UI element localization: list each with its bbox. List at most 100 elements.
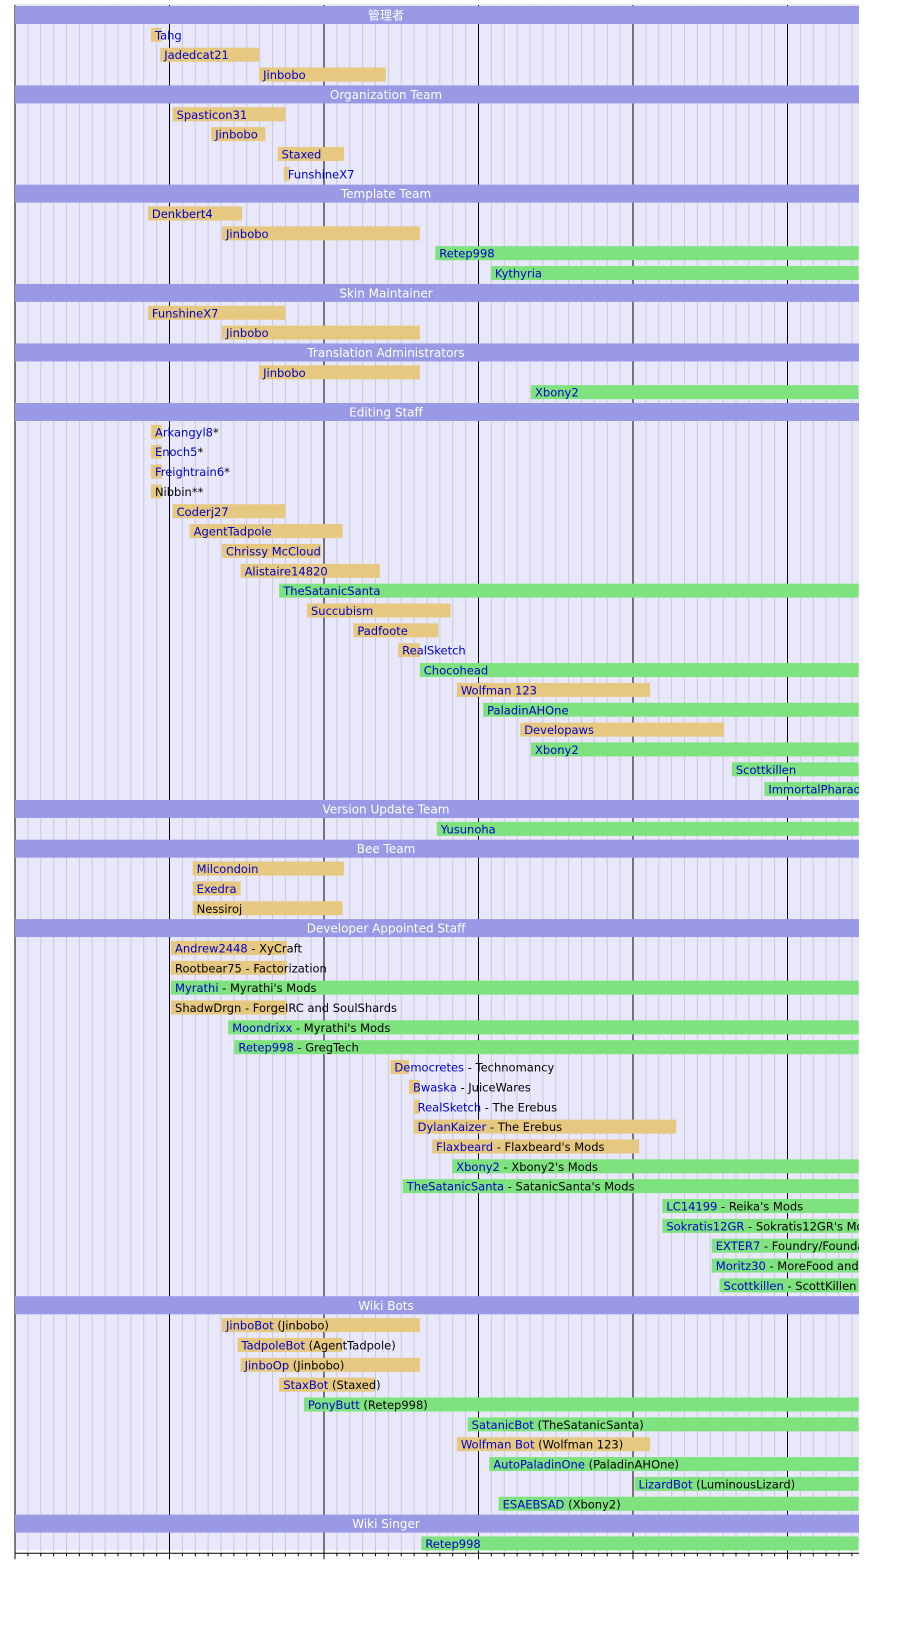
former-member-bar [353, 623, 439, 638]
member-link[interactable]: PaladinAHOne [487, 703, 568, 717]
member-link[interactable]: Succubism [311, 604, 373, 618]
section-header-bar [15, 184, 859, 203]
member-link[interactable]: Wolfman 123 [461, 683, 537, 697]
member-link[interactable]: Jinbobo [262, 68, 306, 82]
member-link[interactable]: AgentTadpole [194, 525, 272, 539]
former-member-bar [456, 682, 650, 697]
member-link[interactable]: Jinbobo [214, 128, 258, 142]
member-link[interactable]: Jadedcat21 [163, 48, 229, 62]
member-link[interactable]: TadpoleBot [240, 1338, 305, 1352]
member-link[interactable]: Retep998 [439, 247, 494, 261]
member-note: - Flaxbeard's Mods [493, 1140, 604, 1154]
member-link[interactable]: Jinbobo [225, 326, 269, 340]
member-link[interactable]: Retep998 [425, 1537, 480, 1551]
former-member-bar [189, 524, 343, 539]
member-link[interactable]: Democretes [394, 1061, 464, 1075]
member-link[interactable]: Arkangyl8 [155, 425, 213, 439]
gridlines [14, 5, 853, 1554]
member-label: Bwaska - JuiceWares [413, 1080, 531, 1094]
member-note: (Xbony2) [564, 1497, 620, 1511]
member-label: RealSketch [402, 644, 466, 658]
member-link[interactable]: Bwaska [413, 1080, 457, 1094]
member-link[interactable]: Tahg [154, 28, 182, 42]
member-label: ImmortalPharaoh [768, 783, 859, 797]
member-link[interactable]: Moondrixx [232, 1021, 292, 1035]
member-link[interactable]: RealSketch [418, 1100, 482, 1114]
member-note: (Staxed) [328, 1378, 380, 1392]
section-header-bar [15, 283, 859, 302]
member-link[interactable]: Enoch5 [155, 445, 198, 459]
member-link[interactable]: AutoPaladinOne [493, 1458, 585, 1472]
member-link[interactable]: Myrathi [175, 981, 219, 995]
member-link[interactable]: Andrew2448 [175, 941, 248, 955]
member-link[interactable]: Retep998 [238, 1041, 293, 1055]
section-header-label: Skin Maintainer [339, 286, 432, 300]
member-link[interactable]: PonyButt [308, 1398, 360, 1412]
member-label: EXTER7 - Foundry/Foundation [716, 1239, 859, 1253]
member-label: Exedra [197, 882, 237, 896]
member-link[interactable]: Milcondoin [197, 862, 259, 876]
current-member-bar [436, 821, 859, 836]
member-link[interactable]: JinboBot [225, 1319, 274, 1333]
member-link[interactable]: Xbony2 [535, 743, 579, 757]
member-link[interactable]: LizardBot [639, 1477, 693, 1491]
member-link[interactable]: FunshineX7 [288, 167, 355, 181]
member-link[interactable]: StaxBot [283, 1378, 329, 1392]
member-link[interactable]: TheSatanicSanta [282, 584, 380, 598]
member-link[interactable]: Moritz30 [716, 1259, 766, 1273]
member-link[interactable]: ImmortalPharaoh [768, 783, 859, 797]
member-link[interactable]: Developaws [524, 723, 594, 737]
current-member-bar [421, 1536, 859, 1551]
member-note: (Jinbobo) [274, 1319, 329, 1333]
member-note: - JuiceWares [457, 1080, 531, 1094]
member-link[interactable]: Spasticon31 [177, 108, 248, 122]
member-link[interactable]: TheSatanicSanta [406, 1180, 504, 1194]
member-link[interactable]: EXTER7 [716, 1239, 761, 1253]
member-link[interactable]: SatanicBot [472, 1418, 535, 1432]
member-link[interactable]: Chocohead [424, 664, 488, 678]
member-link[interactable]: ESAEBSAD [503, 1497, 565, 1511]
member-label: Tahg [154, 28, 182, 42]
member-link[interactable]: Flaxbeard [436, 1140, 493, 1154]
former-member-bar [150, 424, 162, 439]
member-link[interactable]: JinboOp [244, 1358, 290, 1372]
current-member-bar [531, 385, 859, 400]
member-link[interactable]: Kythyria [495, 267, 542, 281]
staff-timeline-chart: 管理者 Tahg Jadedcat21 Jinbobo Organization Tea… [14, 4, 859, 1560]
member-link[interactable]: Jinbobo [225, 227, 269, 241]
member-link[interactable]: Sokratis12GR [666, 1219, 744, 1233]
member-link[interactable]: Alistaire14820 [245, 564, 328, 578]
member-link[interactable]: Xbony2 [535, 386, 579, 400]
member-link[interactable]: Scottkillen [736, 763, 796, 777]
member-note: - GregTech [294, 1041, 359, 1055]
former-member-bar [390, 1060, 409, 1075]
member-link[interactable]: Yusunoha [440, 822, 496, 836]
member-note: Nessiroj [197, 902, 243, 916]
member-link[interactable]: DylanKaizer [418, 1120, 487, 1134]
current-member-bar [490, 266, 859, 281]
member-link[interactable]: Padfoote [357, 624, 407, 638]
member-link[interactable]: Wolfman Bot [461, 1438, 535, 1452]
member-note: (TheSatanicSanta) [534, 1418, 644, 1432]
year-axis: 201220132014201520162017 [14, 1552, 859, 1560]
member-note: * [224, 465, 230, 479]
member-link[interactable]: LC14199 [666, 1200, 717, 1214]
member-link[interactable]: Chrissy McCloud [226, 544, 321, 558]
current-member-bar [452, 1159, 859, 1174]
member-link[interactable]: Jinbobo [262, 366, 306, 380]
member-link[interactable]: Freightrain6 [155, 465, 224, 479]
member-label: Enoch5* [155, 445, 204, 459]
member-link[interactable]: Denkbert4 [152, 207, 213, 221]
former-member-bar [259, 67, 386, 82]
member-link[interactable]: Xbony2 [456, 1160, 500, 1174]
member-link[interactable]: FunshineX7 [152, 306, 219, 320]
member-link[interactable]: Staxed [282, 147, 322, 161]
member-note: - SatanicSanta's Mods [504, 1180, 634, 1194]
section-header-label: Translation Administrators [306, 346, 464, 360]
member-link[interactable]: Scottkillen [724, 1279, 784, 1293]
member-link[interactable]: RealSketch [402, 644, 466, 658]
member-link[interactable]: Exedra [197, 882, 237, 896]
member-link[interactable]: Coderj27 [177, 505, 229, 519]
member-label: LC14199 - Reika's Mods [666, 1200, 803, 1214]
member-note: (Retep998) [360, 1398, 428, 1412]
